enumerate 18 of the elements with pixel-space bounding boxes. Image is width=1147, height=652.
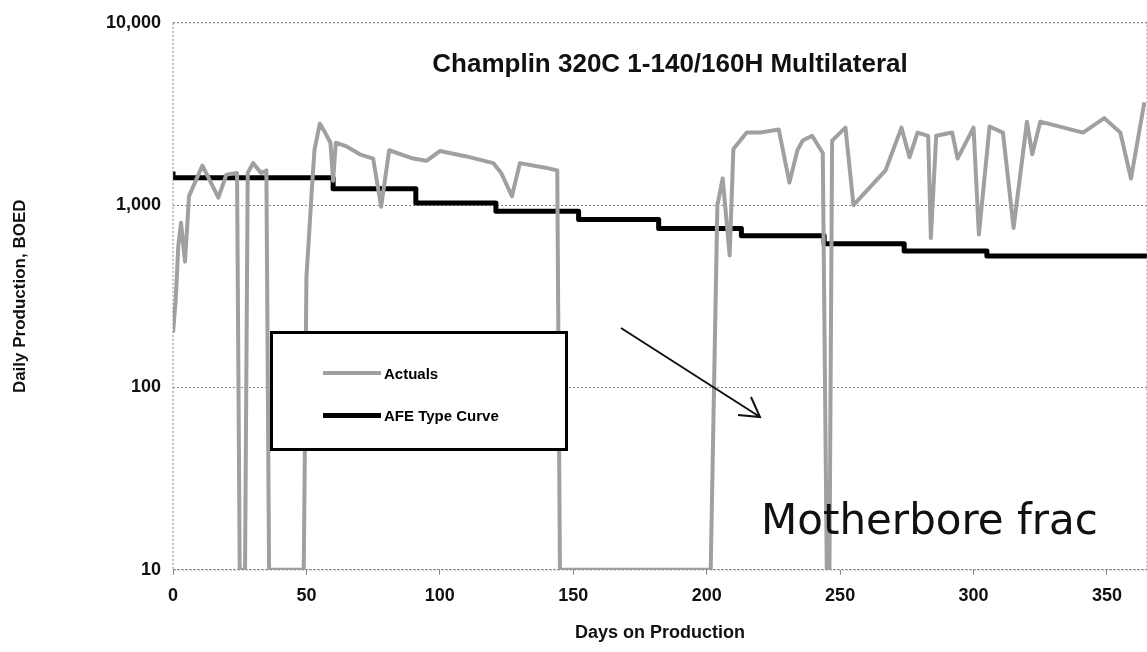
y-tick-label: 10,000 [105,11,161,32]
y-tick-label: 10 [140,558,161,579]
x-tick-label: 350 [1091,584,1122,605]
legend-label: Actuals [384,364,439,382]
x-tick-label: 150 [558,584,589,605]
y-tick-label: 100 [130,376,161,397]
x-tick-label: 300 [958,584,989,605]
x-tick-label: 50 [296,584,317,605]
y-tick-label: 1,000 [115,194,161,215]
x-tick-label: 250 [825,584,856,605]
annotation: Motherbore frac [761,494,1098,544]
legend-label: AFE Type Curve [384,406,499,424]
text: Champlin 320C 1-140/160H Multilateral [432,47,908,78]
x-axis-title: Days on Production [574,622,746,643]
x-tick-label: 0 [167,584,179,605]
x-tick-label: 100 [424,584,455,605]
y-axis-title: Daily Production, BOED [9,199,29,394]
x-tick-label: 200 [691,584,722,605]
